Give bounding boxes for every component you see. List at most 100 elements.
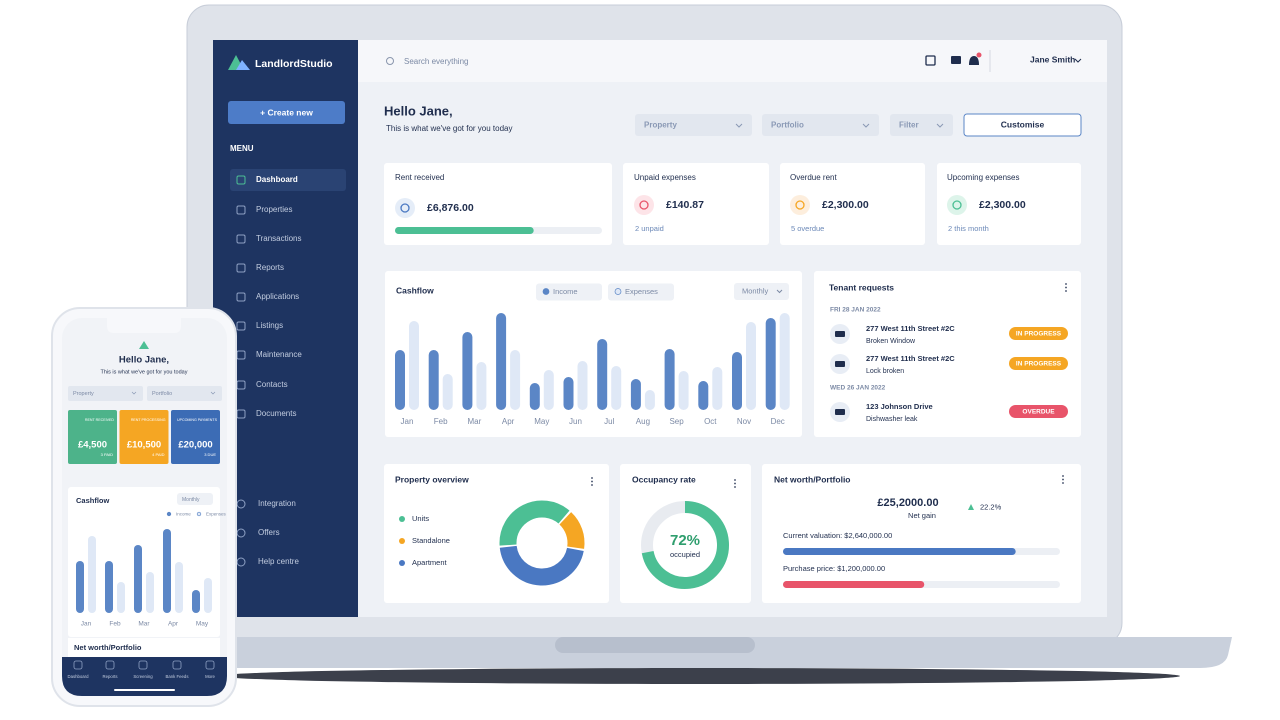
- chevron: [131, 391, 137, 395]
- menu-item: Offers: [258, 528, 280, 537]
- more-menu[interactable]: ⋮: [1061, 283, 1071, 294]
- net-gain-change: 22.2%: [980, 502, 1002, 511]
- filter-label: Portfolio: [771, 121, 804, 130]
- card-title: Tenant requests: [829, 282, 894, 292]
- create-button[interactable]: [228, 101, 345, 124]
- x-tick-label: Feb: [434, 417, 448, 426]
- request-issue: Dishwasher leak: [866, 416, 918, 423]
- nav-icon[interactable]: [138, 660, 148, 670]
- bar: [698, 381, 709, 410]
- kpi-amount: £6,876.00: [427, 202, 474, 214]
- card: [68, 638, 220, 658]
- x-tick-label: Feb: [109, 621, 121, 628]
- logo: [139, 341, 149, 349]
- request-issue: Broken Window: [866, 338, 916, 345]
- calendar-icon[interactable]: [925, 55, 936, 66]
- nav-icon[interactable]: [73, 660, 83, 670]
- bar: [712, 367, 723, 410]
- subtitle: This is what we've got for you today: [101, 369, 188, 375]
- bar-fill: [783, 548, 1016, 555]
- menu-item: Integration: [258, 499, 296, 508]
- logo: [236, 60, 250, 70]
- nav-icon[interactable]: [205, 660, 215, 670]
- bar: [664, 349, 675, 410]
- kpi-icon: [795, 200, 805, 210]
- bar: [442, 374, 453, 410]
- user-name[interactable]: Jane Smith: [1030, 54, 1075, 64]
- status-label: IN PROGRESS: [1016, 331, 1062, 338]
- chevron: [1074, 58, 1082, 63]
- bar: [462, 332, 473, 410]
- filter-select[interactable]: [68, 386, 143, 401]
- bar: [577, 361, 588, 410]
- kpi-icon: [790, 195, 810, 215]
- pie-segment: [499, 545, 584, 586]
- menu-item: Properties: [256, 205, 292, 214]
- nav-icon[interactable]: [105, 660, 115, 670]
- legend-label: Apartment: [412, 558, 448, 567]
- bar: [476, 362, 487, 410]
- tile-label: RENT RECEIVED: [85, 418, 114, 422]
- x-tick-label: Aug: [636, 417, 650, 426]
- filter-select[interactable]: [635, 114, 752, 136]
- kpi-icon: [634, 195, 654, 215]
- chat-icon[interactable]: [951, 56, 961, 64]
- chevron: [862, 123, 870, 128]
- bar: [779, 313, 790, 410]
- kpi-icon: [395, 198, 415, 218]
- bell-icon[interactable]: [969, 56, 979, 65]
- kpi-icon: [400, 203, 410, 213]
- search-input[interactable]: Search everything: [404, 57, 468, 66]
- request-icon: [835, 409, 845, 415]
- legend-chip[interactable]: [536, 283, 602, 301]
- bar: [204, 578, 212, 613]
- filter-select[interactable]: [147, 386, 222, 401]
- card: [623, 163, 769, 245]
- customise-label: Customise: [1001, 119, 1045, 129]
- legend-label: Expenses: [206, 512, 227, 517]
- tile: [171, 410, 220, 464]
- period-select[interactable]: [734, 283, 789, 300]
- request-date: FRI 28 JAN 2022: [830, 307, 881, 314]
- menu-item: Dashboard: [256, 175, 298, 184]
- progress-fill: [395, 227, 534, 234]
- legend-dot: [399, 538, 405, 544]
- legend-label: Standalone: [412, 536, 450, 545]
- more-menu[interactable]: ⋮: [730, 479, 740, 490]
- bar: [117, 582, 125, 613]
- x-tick-label: Jun: [569, 417, 582, 426]
- menu-heading: MENU: [230, 144, 254, 153]
- customise-button[interactable]: [963, 113, 1082, 137]
- tile: [119, 410, 169, 464]
- x-tick-label: Jan: [401, 417, 414, 426]
- more-menu[interactable]: ⋮: [1058, 475, 1068, 486]
- chevron: [735, 123, 743, 128]
- chevron: [776, 289, 783, 294]
- pie-segment: [499, 500, 570, 546]
- filter-select[interactable]: [890, 114, 953, 136]
- legend-chip[interactable]: [608, 283, 674, 301]
- card-title: Cashflow: [76, 496, 110, 505]
- menu-icon: [236, 205, 246, 215]
- x-tick-label: May: [196, 621, 209, 628]
- x-tick-label: Mar: [468, 417, 482, 426]
- kpi-title: Unpaid expenses: [634, 173, 696, 182]
- bar: [678, 371, 689, 410]
- bar: [597, 339, 608, 410]
- nav-icon[interactable]: [172, 660, 182, 670]
- bar: [510, 350, 521, 410]
- bar: [163, 529, 171, 613]
- period-select[interactable]: [177, 493, 213, 505]
- tile-note: 3 DUE: [204, 452, 216, 457]
- more-menu[interactable]: ⋮: [587, 477, 597, 488]
- x-tick-label: Sep: [669, 417, 684, 426]
- card: [814, 271, 1081, 437]
- filter-select[interactable]: [762, 114, 879, 136]
- period-label: Monthly: [742, 286, 769, 295]
- menu-active: [230, 169, 346, 191]
- x-tick-label: Mar: [138, 621, 150, 628]
- tile-label: UPCOMING PAYMENTS: [177, 418, 218, 422]
- tile-note: 3 PAID: [101, 452, 113, 457]
- kpi-amount: £2,300.00: [979, 199, 1026, 211]
- pie-segment: [559, 512, 585, 549]
